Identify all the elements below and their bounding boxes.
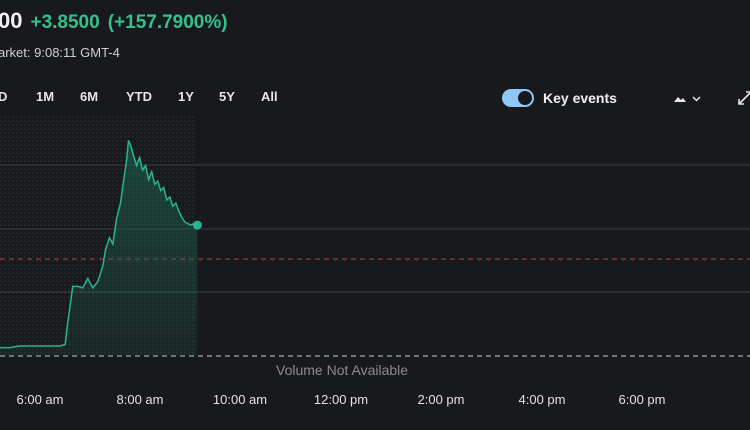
- key-events-label: Key events: [543, 90, 617, 106]
- mountain-chart-icon: [674, 96, 701, 102]
- price-header: 00 +3.8500 (+157.7900%): [0, 8, 228, 38]
- range-1m[interactable]: 1M: [36, 89, 55, 104]
- volume-not-available: Volume Not Available: [276, 362, 409, 378]
- price-area: [0, 140, 198, 356]
- price-change: +3.8500: [30, 12, 100, 33]
- x-tick-label: 2:00 pm: [417, 392, 465, 407]
- price-change-percent: (+157.7900%): [107, 12, 228, 33]
- x-tick-label: 8:00 am: [116, 392, 164, 407]
- toggle-knob: [518, 91, 532, 105]
- x-tick-label: 4:00 pm: [518, 392, 566, 407]
- price-line: [0, 140, 198, 349]
- expand-arrows-icon: [738, 91, 750, 105]
- range-1y[interactable]: 1Y: [178, 89, 194, 104]
- x-tick-label: 6:00 am: [16, 392, 64, 407]
- range-ytd[interactable]: YTD: [126, 89, 152, 104]
- chart-type-dropdown[interactable]: [673, 92, 707, 106]
- x-tick-label: 10:00 am: [212, 392, 268, 407]
- key-events-toggle[interactable]: [502, 89, 534, 107]
- expand-button[interactable]: [737, 90, 750, 106]
- range-all[interactable]: All: [261, 89, 278, 104]
- current-price: 00: [0, 8, 23, 33]
- range-5y[interactable]: 5Y: [219, 89, 235, 104]
- last-price-dot: [192, 220, 202, 230]
- range-6m[interactable]: 6M: [80, 89, 99, 104]
- market-timestamp: arket: 9:08:11 GMT-4: [0, 45, 120, 60]
- x-tick-label: 6:00 pm: [618, 392, 666, 407]
- x-tick-label: 12:00 pm: [313, 392, 369, 407]
- range-1d[interactable]: D: [0, 89, 8, 104]
